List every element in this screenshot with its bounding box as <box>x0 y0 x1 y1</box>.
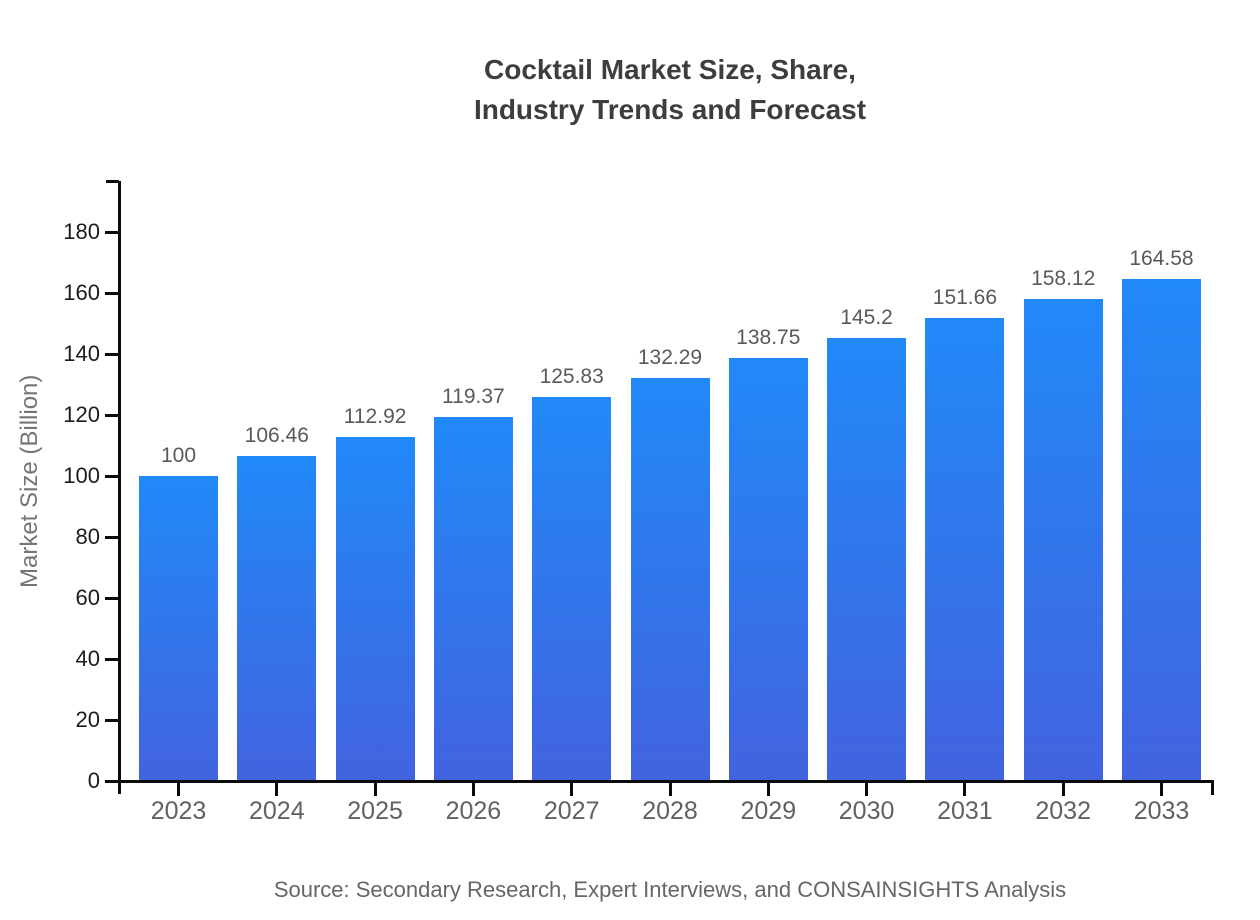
x-axis-tick <box>668 782 672 796</box>
bar-2033 <box>1122 279 1201 781</box>
y-axis-label-120: 120 <box>63 402 100 427</box>
bar-value-label: 132.29 <box>637 346 703 369</box>
y-axis-label-160: 160 <box>63 280 100 305</box>
x-axis-tick <box>471 782 475 796</box>
x-axis-end-cap <box>1211 781 1214 795</box>
x-axis-label-2026: 2026 <box>445 797 502 825</box>
y-axis-tick <box>105 475 118 478</box>
y-axis-label-20: 20 <box>75 707 100 732</box>
y-axis-tick <box>105 292 118 295</box>
y-axis-label-140: 140 <box>63 341 100 366</box>
chart-title: Cocktail Market Size, Share, Industry Tr… <box>170 50 1170 130</box>
bar-value-label: 145.2 <box>840 306 893 329</box>
x-axis-label-2033: 2033 <box>1133 797 1190 825</box>
bar-value-label: 151.66 <box>932 286 997 309</box>
y-axis-line <box>118 181 121 794</box>
bar-2024 <box>237 456 317 781</box>
bar-2028 <box>630 378 710 781</box>
bar-value-label: 112.92 <box>343 405 407 428</box>
chart-title-line-2: Industry Trends and Forecast <box>473 94 867 125</box>
x-axis-tick <box>570 782 574 796</box>
x-axis-tick <box>373 782 377 796</box>
bar-2031 <box>925 318 1005 781</box>
x-axis-label-2023: 2023 <box>150 797 207 825</box>
x-axis-label-2032: 2032 <box>1035 797 1091 825</box>
y-axis-tick <box>105 414 118 417</box>
bar-2032 <box>1023 299 1103 781</box>
x-axis-tick <box>766 782 770 796</box>
x-axis-label-2024: 2024 <box>248 797 305 825</box>
y-axis-tick <box>105 231 118 234</box>
bar-value-label: 164.58 <box>1129 247 1194 270</box>
y-axis-label-0: 0 <box>87 768 100 793</box>
y-axis-tick <box>105 353 118 356</box>
y-axis-end-cap <box>106 180 119 183</box>
x-axis-label-2031: 2031 <box>937 797 993 825</box>
x-axis-tick <box>865 782 869 796</box>
y-axis-label-180: 180 <box>63 219 100 244</box>
x-axis-tick <box>177 782 180 796</box>
bar-2027 <box>532 397 612 781</box>
bar-value-label: 106.46 <box>244 424 309 447</box>
source-note: Source: Secondary Research, Expert Inter… <box>273 877 1067 902</box>
y-axis-tick <box>105 536 118 539</box>
chart-title-line-1: Cocktail Market Size, Share, <box>484 54 856 85</box>
x-axis-label-2030: 2030 <box>838 797 895 825</box>
bar-2030 <box>827 338 907 781</box>
x-axis-tick <box>1160 782 1163 796</box>
y-axis-label-40: 40 <box>75 646 100 671</box>
bar-value-label: 158.12 <box>1031 267 1096 290</box>
y-axis-label-60: 60 <box>75 585 100 610</box>
x-axis-label-2027: 2027 <box>543 797 600 825</box>
bar-2023 <box>139 476 218 781</box>
x-axis-tick <box>963 782 967 796</box>
bar-value-label: 100 <box>160 444 197 467</box>
bar-2029 <box>728 358 808 781</box>
y-axis-tick <box>105 719 118 722</box>
y-axis-tick <box>105 780 118 783</box>
x-axis-tick <box>1061 782 1065 796</box>
x-axis-label-2028: 2028 <box>642 797 698 825</box>
x-axis-line <box>118 780 1214 783</box>
x-axis-tick <box>275 782 279 796</box>
bar-value-label: 119.37 <box>442 385 505 408</box>
bar-2026 <box>433 417 513 781</box>
y-axis-tick <box>105 658 118 661</box>
y-axis-tick <box>105 597 118 600</box>
x-axis-label-2025: 2025 <box>347 797 403 825</box>
x-axis-label-2029: 2029 <box>740 797 797 825</box>
y-axis-label-100: 100 <box>63 463 100 488</box>
y-axis-label-80: 80 <box>75 524 100 549</box>
bar-value-label: 125.83 <box>539 365 604 388</box>
bar-2025 <box>335 437 415 781</box>
bar-value-label: 138.75 <box>736 326 801 349</box>
